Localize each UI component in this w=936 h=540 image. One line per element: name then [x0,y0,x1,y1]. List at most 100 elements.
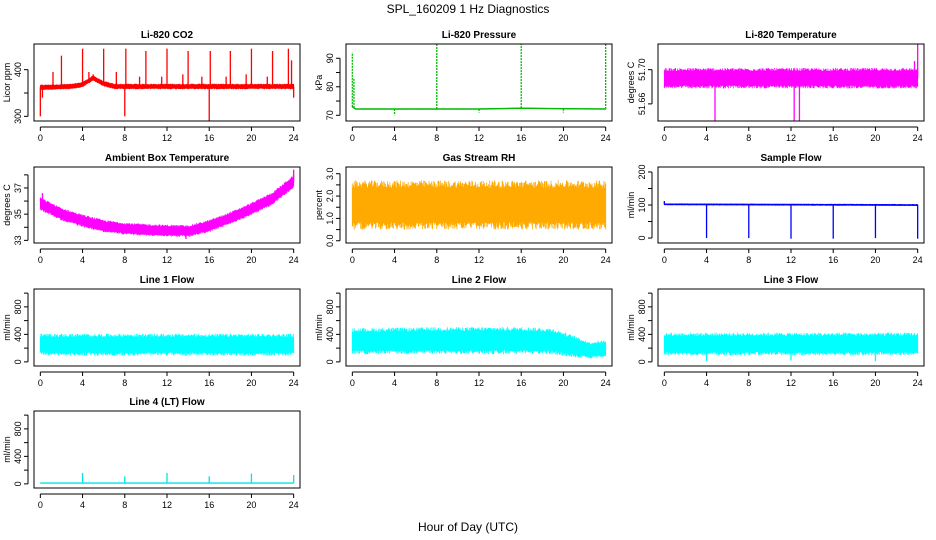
panel-title: Line 3 Flow [764,275,819,286]
y-axis-label: degrees C [2,184,12,226]
x-tick-label: 12 [474,255,484,265]
x-tick-label: 16 [828,133,838,143]
x-axis: 0 4 8 12 16 20 24 [38,126,299,143]
plot-frame [33,43,301,122]
x-axis: 0 4 8 12 16 20 24 [350,126,611,143]
panel-4: Ambient Box Temperature degrees C 0 4 8 12 16 2… [2,153,301,265]
y-tick-label: 3.0 [325,167,335,180]
x-axis: 0 4 8 12 16 20 24 [38,248,299,265]
y-tick-label: 400 [637,327,647,342]
series-line [352,339,606,351]
y-axis-label: ml/min [314,314,324,341]
plot-frame [345,43,613,122]
y-tick-label: 0 [637,359,647,364]
y-tick-label: 80 [325,82,335,92]
x-tick-label: 0 [350,133,355,143]
y-tick-label: 800 [637,299,647,314]
x-tick-label: 12 [786,255,796,265]
series-band [351,326,607,359]
x-tick-label: 4 [704,378,709,388]
y-tick-label: 800 [325,299,335,314]
panel-3: Li-820 Temperature degrees C 0 4 8 12 16 20 24 51… [626,30,925,143]
y-axis: 0 100 200 [637,164,653,241]
x-tick-label: 4 [392,378,397,388]
y-tick-label: 33 [13,235,23,245]
x-tick-label: 16 [204,133,214,143]
x-tick-label: 4 [80,133,85,143]
figure-title: SPL_160209 1 Hz Diagnostics [387,2,550,16]
plot-frame [657,166,925,244]
x-tick-label: 24 [289,500,299,510]
plot-frame [33,166,301,244]
plot-frame [33,410,301,489]
series-trace [351,180,607,230]
series-trace [351,326,607,359]
x-tick-label: 20 [558,255,568,265]
x-tick-label: 8 [122,378,127,388]
y-tick-label: 400 [13,449,23,464]
y-axis-label: ml/min [626,192,636,219]
y-tick-label: 0.0 [325,235,335,248]
y-tick-label: 800 [13,421,23,436]
x-tick-label: 20 [246,378,256,388]
series-line [40,77,294,89]
x-tick-label: 4 [704,255,709,265]
y-tick-label: 70 [325,110,335,120]
y-axis-label: Licor ppm [2,63,12,103]
y-tick-label: 0 [637,236,647,241]
y-axis: 300 400 [13,62,29,124]
x-tick-label: 0 [38,255,43,265]
panel-7: Line 1 Flow ml/min 0 4 8 12 16 20 24 0 400 800 [2,275,301,388]
series-trace [351,44,607,116]
x-tick-label: 12 [474,378,484,388]
x-tick-label: 0 [350,378,355,388]
plot-frame [657,43,925,122]
plot-frame [345,166,613,244]
y-tick-label: 0 [325,359,335,364]
panel-title: Line 4 (LT) Flow [129,397,205,408]
x-tick-label: 16 [516,133,526,143]
series-trace [39,472,295,484]
x-axis: 0 4 8 12 16 20 24 [38,371,299,388]
y-tick-label: 35 [13,209,23,219]
x-tick-label: 8 [746,133,751,143]
panel-title: Sample Flow [760,153,821,164]
x-tick-label: 4 [80,378,85,388]
y-axis: 0 400 800 [13,414,29,486]
panel-title: Li-820 CO2 [141,30,194,41]
series-trace [39,169,295,240]
plot-frame [657,288,925,367]
x-tick-label: 0 [662,378,667,388]
panel-title: Line 2 Flow [452,275,507,286]
x-tick-label: 16 [204,500,214,510]
y-tick-label: 37 [13,183,23,193]
x-tick-label: 20 [870,378,880,388]
panel-5: Gas Stream RH percent 0 4 8 12 16 20 24 0.0 1.0 2.0… [314,153,613,265]
y-axis-label: kPa [314,75,324,91]
x-tick-label: 16 [828,255,838,265]
y-tick-label: 400 [13,62,23,77]
x-axis: 0 4 8 12 16 20 24 [662,371,923,388]
panel-10: Line 4 (LT) Flow ml/min 0 4 8 12 16 20 24 0 400 800 [2,397,301,510]
panel-title: Ambient Box Temperature [105,153,230,164]
x-axis: 0 4 8 12 16 20 24 [662,248,923,265]
x-tick-label: 0 [662,133,667,143]
x-tick-label: 24 [601,133,611,143]
x-tick-label: 24 [289,133,299,143]
panel-title: Li-820 Pressure [442,30,517,41]
series-line [664,203,918,206]
panel-8: Line 2 Flow ml/min 0 4 8 12 16 20 24 0 400 800 [314,275,613,388]
y-tick-label: 800 [13,299,23,314]
x-tick-label: 20 [246,133,256,143]
y-axis: 0.0 1.0 2.0 3.0 [325,167,341,248]
x-tick-label: 24 [289,255,299,265]
y-axis: 70 80 90 [325,53,341,120]
x-tick-label: 16 [204,255,214,265]
y-axis-label: percent [314,189,324,220]
x-tick-label: 16 [516,255,526,265]
y-tick-label: 90 [325,53,335,63]
x-tick-label: 8 [122,133,127,143]
y-tick-label: 51.70 [637,58,647,81]
x-axis: 0 4 8 12 16 20 24 [662,126,923,143]
